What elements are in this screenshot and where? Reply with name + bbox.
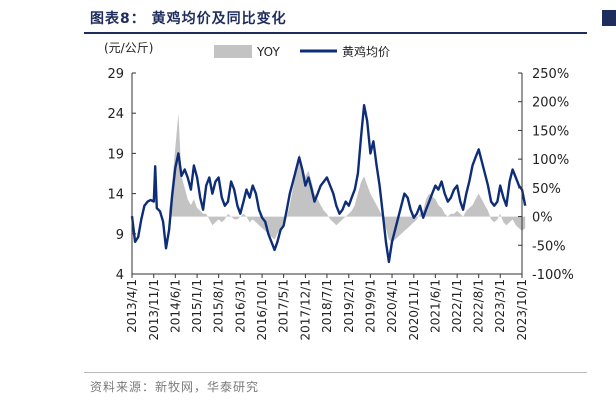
legend-yoy-label: YOY — [256, 45, 280, 59]
series-price-line — [130, 103, 527, 264]
legend-price-label: 黄鸡均价 — [342, 44, 390, 59]
right-tick-label: 100% — [532, 153, 569, 168]
x-tick-label: 2013/11/1 — [147, 279, 161, 341]
x-tick-label: 2021/6/1 — [428, 279, 442, 333]
right-tick-label: -100% — [532, 268, 574, 283]
x-tick-label: 2022/1/1 — [450, 279, 464, 333]
left-tick-label: 4 — [116, 268, 124, 283]
right-tick-label: 50% — [532, 182, 561, 197]
x-tick-label: 2023/3/1 — [493, 279, 507, 333]
source-note: 资料来源：新牧网，华泰研究 — [90, 380, 260, 394]
series-yoy-area — [169, 113, 526, 243]
x-tick-label: 2020/4/1 — [385, 279, 399, 333]
right-tick-label: 0% — [532, 211, 553, 226]
legend-yoy-swatch — [214, 45, 252, 58]
x-tick-label: 2018/7/1 — [320, 279, 334, 333]
figure-title: 图表8： 黄鸡均价及同比变化 — [90, 11, 287, 27]
right-tick-label: 200% — [532, 96, 569, 111]
x-tick-label: 2017/5/1 — [277, 279, 291, 333]
x-tick-label: 2013/4/1 — [125, 279, 139, 333]
x-tick-label: 2016/3/1 — [233, 279, 247, 333]
left-tick-label: 9 — [116, 228, 124, 243]
next-figure-marker — [602, 10, 616, 26]
x-tick-label: 2019/2/1 — [342, 279, 356, 333]
right-tick-label: 150% — [532, 124, 569, 139]
right-tick-label: 250% — [532, 67, 569, 82]
x-tick-label: 2015/1/1 — [190, 279, 204, 333]
x-tick-label: 2015/8/1 — [212, 279, 226, 333]
x-tick-label: 2023/10/1 — [515, 279, 529, 341]
x-tick-label: 2014/6/1 — [168, 279, 182, 333]
chart: 4 9 14 19 24 29 -100% -50% 0% 50% 100% 150% 200% 250%… — [104, 41, 574, 341]
x-tick-label: 2016/10/1 — [255, 279, 269, 341]
x-tick-label: 2022/8/1 — [472, 279, 486, 333]
x-tick-label: 2019/9/1 — [363, 279, 377, 333]
y-axis-unit-label: (元/公斤) — [104, 41, 153, 55]
left-tick-label: 14 — [107, 188, 124, 203]
right-tick-label: -50% — [532, 239, 566, 254]
left-tick-label: 19 — [107, 147, 124, 162]
x-tick-label: 2020/11/1 — [407, 279, 421, 341]
left-tick-label: 24 — [107, 107, 124, 122]
source-rule — [84, 372, 587, 373]
x-tick-label: 2017/12/1 — [298, 279, 312, 341]
left-tick-label: 29 — [107, 67, 124, 82]
title-rule — [84, 32, 587, 34]
